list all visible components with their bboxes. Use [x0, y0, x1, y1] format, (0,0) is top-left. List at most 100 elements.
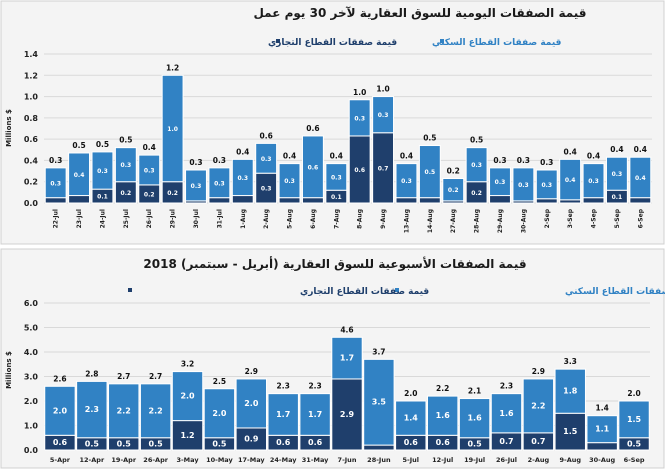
- bar-residential: [426, 395, 459, 436]
- total-label: 0.4: [400, 152, 413, 161]
- x-tick-label: 5-Aug: [287, 209, 294, 229]
- bar-residential: [535, 169, 558, 200]
- segment-label-residential: 0.3: [588, 178, 599, 185]
- segment-label-residential: 0.3: [261, 156, 272, 163]
- y-tick-label: 0.4: [24, 156, 39, 165]
- segment-label-commercial: 0.7: [499, 437, 513, 446]
- x-tick-label: 30-Aug: [589, 456, 615, 464]
- segment-label-residential: 0.3: [331, 174, 342, 181]
- x-tick-label: 19-Apr: [111, 456, 136, 464]
- segment-label-commercial: 0.2: [167, 190, 178, 197]
- segment-label-commercial: 0.1: [612, 194, 623, 201]
- total-label: 0.3: [49, 156, 62, 165]
- x-tick-label: 17-May: [238, 456, 265, 464]
- bar-residential: [418, 145, 441, 199]
- weekly-y-axis-label: Millions $: [5, 351, 13, 389]
- segment-label-residential: 2.3: [85, 405, 99, 414]
- bar-commercial: [231, 195, 254, 204]
- segment-label-commercial: 0.6: [308, 438, 323, 447]
- x-tick-label: 22-Jul: [53, 209, 60, 228]
- bar-residential: [489, 167, 511, 197]
- total-label: 0.5: [470, 136, 483, 145]
- x-tick-label: 12-Jul: [432, 456, 453, 464]
- total-label: 0.5: [119, 136, 132, 145]
- bar-residential: [255, 142, 278, 174]
- bar-residential: [605, 156, 628, 191]
- x-tick-label: 5-Apr: [50, 456, 71, 464]
- x-tick-label: 6-Sep: [637, 208, 644, 228]
- legend-residential: قيمة صفقات القطاع السكني: [395, 287, 665, 297]
- segment-label-residential: 1.0: [167, 126, 178, 133]
- total-label: 2.1: [468, 387, 481, 396]
- total-label: 0.4: [564, 147, 577, 156]
- bar-residential: [554, 368, 586, 414]
- total-label: 2.8: [85, 369, 98, 378]
- bar-commercial: [44, 197, 67, 204]
- total-label: 1.2: [166, 63, 179, 72]
- x-tick-label: 24-May: [270, 456, 297, 464]
- total-label: 2.7: [149, 372, 162, 381]
- bar-commercial: [582, 197, 605, 204]
- segment-label-residential: 0.3: [121, 162, 132, 169]
- bar-commercial: [208, 197, 231, 204]
- legend-label-commercial: قيمة صفقات القطاع التجاري: [268, 38, 397, 48]
- total-label: 0.2: [447, 167, 460, 176]
- bar-residential: [208, 167, 231, 199]
- total-label: 0.5: [72, 141, 85, 150]
- bar-residential: [490, 393, 523, 434]
- bar-residential: [465, 147, 488, 183]
- bar-residential: [512, 167, 535, 202]
- total-label: 2.7: [117, 372, 130, 381]
- segment-label-residential: 0.3: [612, 171, 623, 178]
- legend-swatch-commercial: [276, 39, 280, 43]
- total-label: 0.3: [189, 158, 202, 167]
- segment-label-commercial: 0.5: [212, 439, 227, 448]
- bar-residential: [139, 383, 172, 439]
- segment-label-residential: 1.6: [499, 409, 514, 418]
- segment-label-commercial: 1.5: [563, 427, 578, 436]
- bar-residential: [231, 158, 254, 197]
- total-label: 0.6: [260, 131, 273, 140]
- segment-label-residential: 1.1: [595, 425, 610, 434]
- total-label: 1.0: [353, 88, 366, 97]
- total-label: 3.7: [372, 347, 385, 356]
- legend-swatch-commercial: [128, 288, 132, 292]
- bar-commercial: [629, 197, 652, 204]
- segment-label-residential: 0.3: [378, 112, 389, 119]
- bar-residential: [108, 383, 140, 439]
- legend-label-commercial: قيمة صفقات القطاع التجاري: [300, 287, 429, 297]
- segment-label-residential: 0.4: [635, 175, 646, 182]
- segment-label-residential: 0.3: [97, 168, 108, 175]
- segment-label-residential: 0.3: [354, 115, 365, 122]
- x-tick-label: 26-Jul: [496, 456, 517, 464]
- legend-commercial: قيمة صفقات القطاع التجاري: [128, 287, 429, 297]
- x-tick-label: 5-Jul: [403, 456, 420, 464]
- total-label: 0.4: [610, 145, 623, 154]
- y-tick-label: 2.0: [24, 397, 39, 406]
- x-tick-label: 25-Jul: [123, 209, 130, 228]
- segment-label-residential: 0.3: [518, 182, 529, 189]
- segment-label-residential: 0.3: [50, 180, 61, 187]
- bar-commercial: [418, 197, 441, 204]
- segment-label-commercial: 0.5: [467, 439, 482, 448]
- total-label: 2.6: [53, 374, 66, 383]
- segment-label-commercial: 0.6: [53, 438, 68, 447]
- segment-label-residential: 1.7: [276, 410, 290, 419]
- bar-residential: [348, 99, 371, 137]
- y-tick-label: 1.0: [24, 422, 39, 431]
- total-label: 1.0: [376, 85, 389, 94]
- x-tick-label: 10-May: [206, 456, 233, 464]
- bar-residential: [372, 96, 395, 134]
- bar-residential: [299, 393, 331, 436]
- bar-residential: [278, 163, 301, 199]
- x-tick-label: 29-Jul: [170, 209, 177, 228]
- x-tick-label: 26-Apr: [143, 456, 168, 464]
- x-tick-label: 31-Jul: [216, 209, 223, 228]
- bar-residential: [522, 378, 555, 434]
- total-label: 3.3: [564, 357, 577, 366]
- segment-label-commercial: 0.6: [354, 167, 365, 174]
- total-label: 0.4: [143, 143, 156, 152]
- segment-label-residential: 0.3: [144, 168, 155, 175]
- legend-commercial: قيمة صفقات القطاع التجاري: [268, 38, 397, 48]
